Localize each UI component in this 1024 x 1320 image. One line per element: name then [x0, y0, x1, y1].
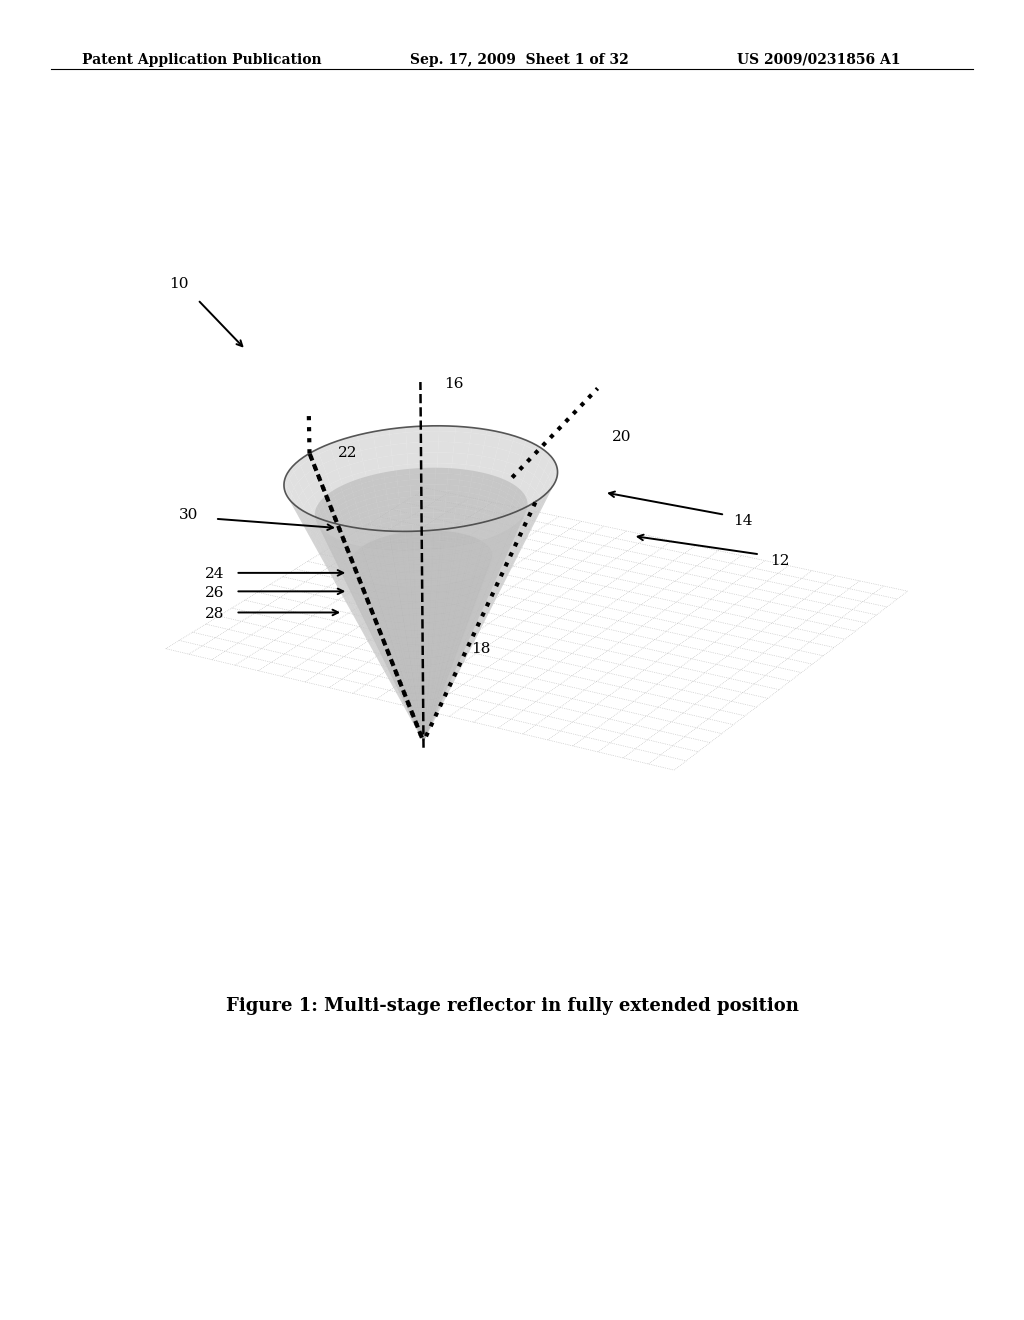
Text: 26: 26 — [205, 586, 224, 599]
Text: 28: 28 — [205, 607, 224, 620]
Text: US 2009/0231856 A1: US 2009/0231856 A1 — [737, 53, 901, 67]
Text: 16: 16 — [444, 378, 464, 391]
Text: Sep. 17, 2009  Sheet 1 of 32: Sep. 17, 2009 Sheet 1 of 32 — [410, 53, 629, 67]
Text: Figure 1: Multi-stage reflector in fully extended position: Figure 1: Multi-stage reflector in fully… — [225, 997, 799, 1015]
Text: 20: 20 — [612, 430, 632, 444]
Text: 14: 14 — [733, 515, 753, 528]
Text: Patent Application Publication: Patent Application Publication — [82, 53, 322, 67]
Text: 18: 18 — [471, 643, 490, 656]
Text: 24: 24 — [205, 568, 224, 581]
Text: 30: 30 — [179, 508, 199, 521]
Text: 12: 12 — [770, 554, 790, 568]
Text: 22: 22 — [338, 446, 357, 459]
Text: 10: 10 — [169, 277, 188, 290]
